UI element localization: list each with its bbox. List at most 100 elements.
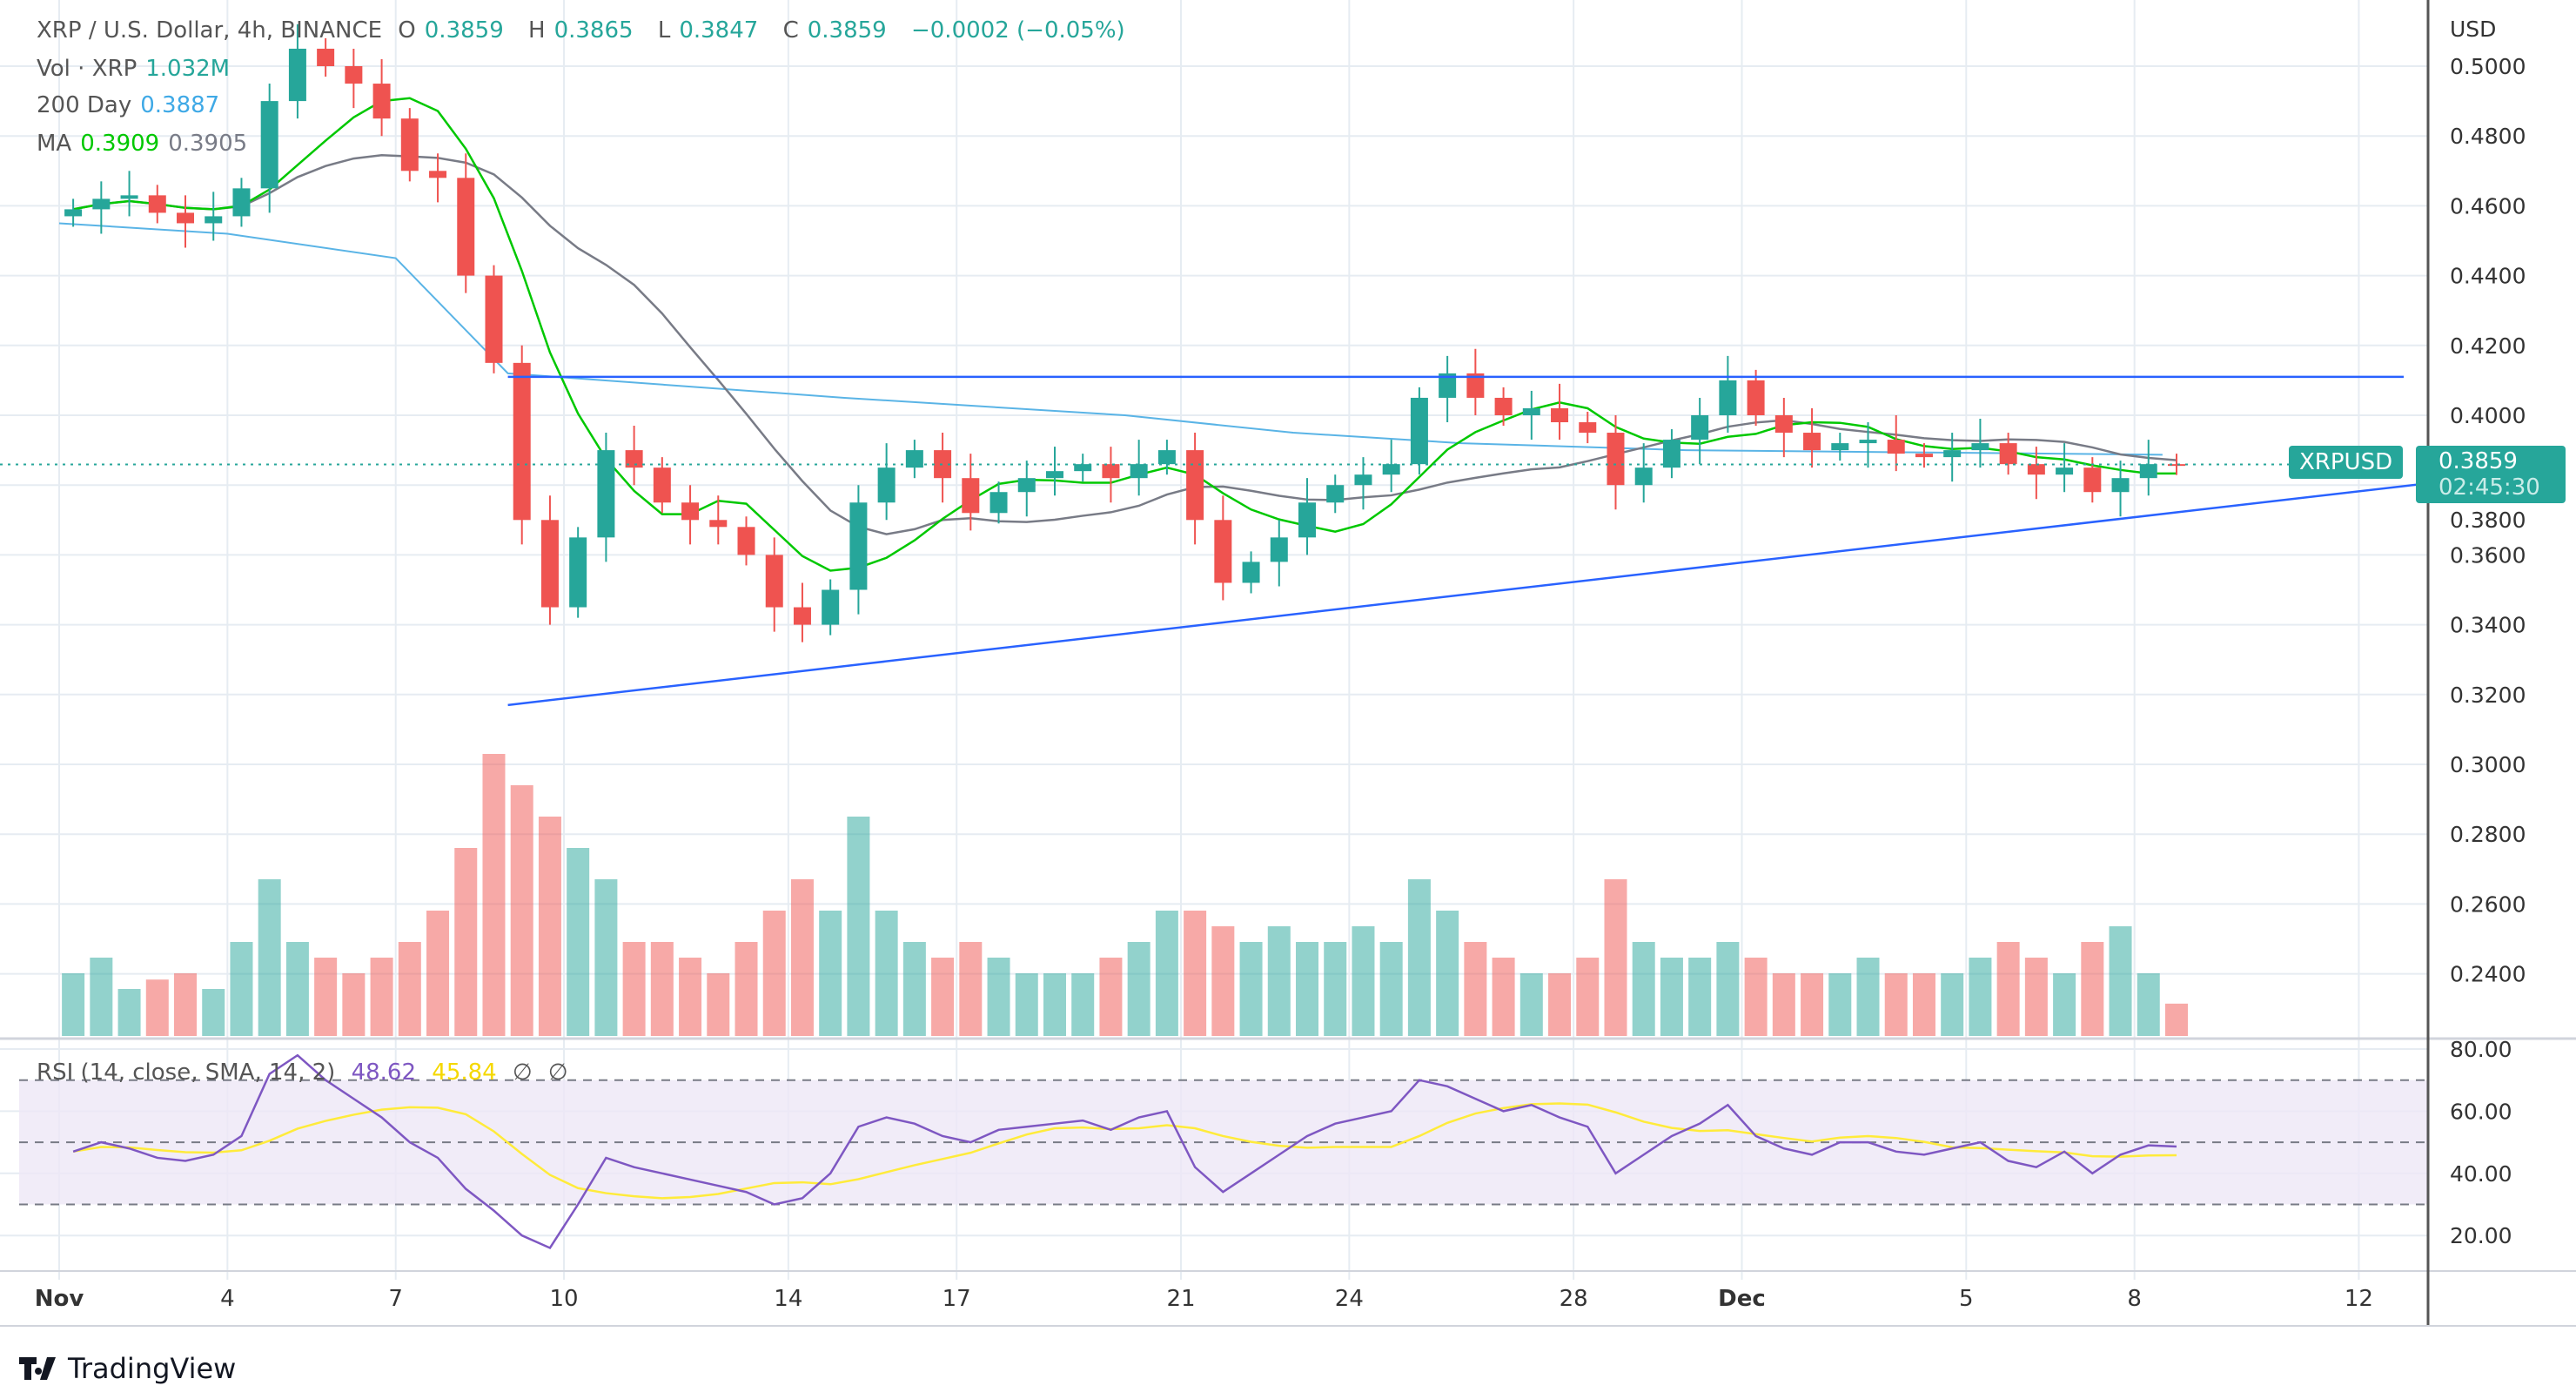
bar-countdown: 02:45:30 — [2438, 474, 2540, 501]
volume-bar — [931, 958, 955, 1036]
candle-body — [934, 450, 952, 479]
ohlc-close: C 0.3859 — [783, 17, 896, 44]
candle-body — [429, 171, 447, 178]
ma-legend[interactable]: MA 0.3909 0.3905 — [37, 131, 256, 157]
candle-body — [2083, 467, 2102, 493]
candle-body — [849, 502, 868, 590]
price-tick-label: 0.4200 — [2450, 333, 2526, 359]
candle-body — [1439, 373, 1457, 398]
ma-slow-value: 0.3905 — [168, 131, 248, 157]
candle-body — [1102, 464, 1120, 479]
ohlc-open: O 0.3859 — [398, 17, 512, 44]
day200-legend[interactable]: 200 Day 0.3887 — [37, 92, 228, 118]
candle-body — [1326, 485, 1345, 503]
volume-bar — [1296, 942, 1319, 1036]
candle-body — [1803, 433, 1821, 451]
price-tick-label: 0.3600 — [2450, 542, 2526, 568]
rsi-legend[interactable]: RSI (14, close, SMA, 14, 2) 48.62 45.84 … — [37, 1059, 577, 1086]
tradingview-logo[interactable]: TradingView — [19, 1352, 236, 1385]
candle-body — [962, 478, 980, 514]
candle-body — [653, 467, 671, 503]
candle-body — [905, 450, 923, 468]
symbol-legend: XRP / U.S. Dollar, 4h, BINANCE O 0.3859 H… — [37, 17, 1134, 44]
price-tick-label: 0.4800 — [2450, 124, 2526, 149]
candle-body — [1943, 450, 1962, 458]
volume-bar — [2081, 942, 2104, 1036]
candle-body — [1382, 464, 1400, 475]
volume-bar — [987, 958, 1010, 1036]
candle-body — [345, 66, 363, 84]
candle-body — [317, 48, 335, 66]
candle-body — [1354, 474, 1372, 486]
ohlc-high-value: 0.3865 — [553, 17, 634, 44]
candle-body — [1410, 397, 1428, 465]
candle-body — [64, 209, 83, 217]
volume-legend[interactable]: Vol · XRP 1.032M — [37, 56, 238, 82]
day200-line — [58, 222, 2163, 456]
volume-bar — [707, 973, 730, 1036]
volume-bar — [2053, 973, 2076, 1036]
volume-bar — [1492, 958, 1515, 1036]
rsi-tick-label: 40.00 — [2450, 1161, 2512, 1187]
tradingview-logo-icon — [19, 1357, 56, 1380]
ohlc-close-value: 0.3859 — [807, 17, 887, 44]
volume-bar — [538, 817, 561, 1036]
rsi-tick-label: 60.00 — [2450, 1099, 2512, 1124]
symbol-title[interactable]: XRP / U.S. Dollar, 4h, BINANCE — [37, 17, 383, 44]
volume-bar — [1015, 973, 1038, 1036]
candle-body — [1466, 373, 1485, 398]
volume-bar — [510, 785, 533, 1036]
trendline — [507, 480, 2444, 707]
rsi-tick-label: 80.00 — [2450, 1037, 2512, 1062]
volume-bar — [1548, 973, 1572, 1036]
candle-body — [1971, 443, 1989, 451]
ohlc-low-value: 0.3847 — [679, 17, 759, 44]
price-tick-label: 0.2600 — [2450, 891, 2526, 917]
date-tick-label: 7 — [388, 1286, 403, 1312]
candle-body — [989, 492, 1008, 514]
candle-body — [372, 84, 391, 119]
ohlc-open-label: O — [398, 17, 416, 44]
candle-body — [1662, 440, 1680, 468]
volume-bar — [62, 973, 85, 1036]
volume-bar — [1688, 958, 1712, 1036]
last-price: 0.3859 — [2438, 448, 2518, 474]
volume-bar — [454, 848, 478, 1036]
candle-body — [540, 520, 559, 608]
rsi-line — [72, 1053, 2177, 1250]
rsi-tick-label: 20.00 — [2450, 1223, 2512, 1248]
rsi-na-value: ∅ — [547, 1059, 568, 1086]
candle-body — [485, 275, 503, 363]
rsi-na-value: ∅ — [512, 1059, 533, 1086]
candle-body — [2111, 478, 2130, 493]
candle-body — [1551, 407, 1569, 423]
volume-label: Vol · XRP — [37, 56, 138, 82]
candle-body — [1691, 415, 1709, 441]
volume-bar — [650, 942, 674, 1036]
volume-bar — [735, 942, 758, 1036]
price-tick-label: 0.4400 — [2450, 264, 2526, 289]
candle-body — [709, 520, 728, 528]
volume-bar — [2109, 926, 2132, 1036]
volume-bar — [145, 979, 169, 1036]
price-tick-label: 0.3000 — [2450, 752, 2526, 777]
volume-bar — [314, 958, 338, 1036]
volume-bar — [1969, 958, 1992, 1036]
volume-bar — [1519, 973, 1543, 1036]
ohlc-high-label: H — [528, 17, 546, 44]
candle-body — [1747, 380, 1765, 415]
volume-bar — [1576, 958, 1600, 1036]
volume-bar — [1632, 942, 1655, 1036]
date-tick-label: 28 — [1560, 1286, 1588, 1312]
candle-body — [681, 502, 700, 521]
rsi-value: 48.62 — [351, 1059, 417, 1086]
volume-bar — [1744, 958, 1768, 1036]
volume-bar — [2137, 973, 2160, 1036]
volume-bar — [847, 817, 870, 1036]
volume-bar — [1155, 911, 1178, 1036]
date-tick-label: Nov — [35, 1286, 84, 1312]
candle-body — [1130, 464, 1148, 479]
last-price-tag: 0.3859 02:45:30 — [2416, 446, 2566, 503]
candle-body — [148, 195, 166, 213]
